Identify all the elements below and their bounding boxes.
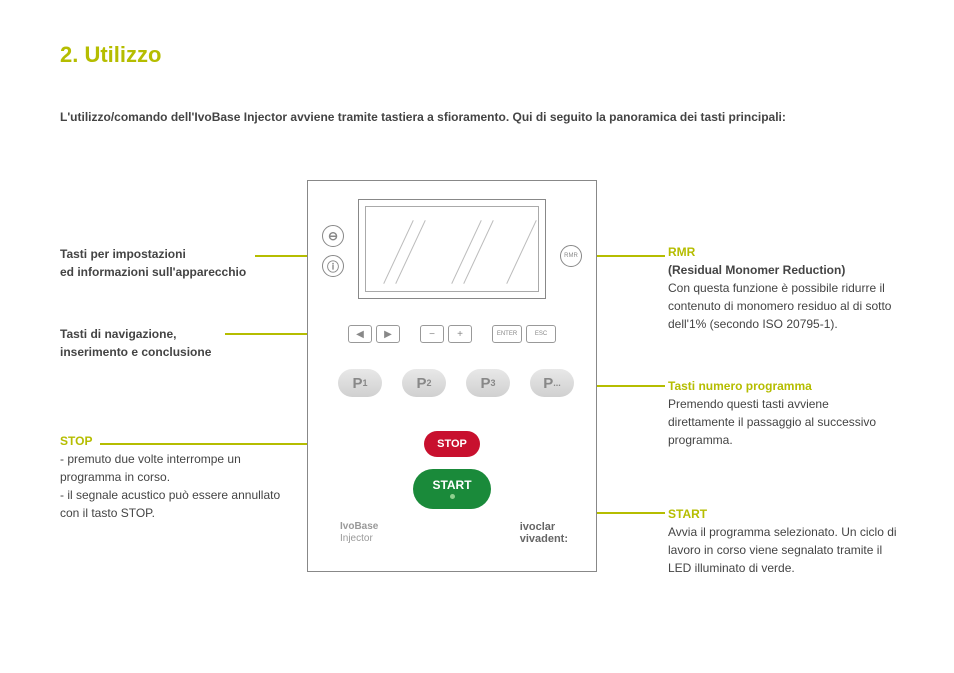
connector-rmr [590, 255, 665, 257]
label-stop-head: STOP [60, 432, 290, 450]
label-prog-head: Tasti numero programma [668, 377, 898, 395]
info-button[interactable]: ⓘ [322, 255, 344, 277]
label-rmr-head: RMR [668, 243, 898, 261]
label-settings: Tasti per impostazioni ed informazioni s… [60, 245, 290, 281]
label-rmr-sub: (Residual Monomer Reduction) [668, 261, 898, 279]
program-1-button[interactable]: P1 [338, 369, 382, 397]
section-title: 2. Utilizzo [60, 42, 161, 68]
start-button[interactable]: START [413, 469, 491, 509]
label-rmr: RMR (Residual Monomer Reduction) Con que… [668, 243, 898, 333]
label-start-head: START [668, 505, 898, 523]
brand-right: ivoclar vivadent: [520, 521, 568, 545]
reflection-line [463, 220, 493, 284]
reflection-line [395, 220, 425, 284]
label-stop-b1: - premuto due volte interrompe un progra… [60, 450, 290, 486]
nav-right-button[interactable]: ▶ [376, 325, 400, 343]
brand-right-1: ivoclar [520, 521, 568, 533]
intro-text: L'utilizzo/comando dell'IvoBase Injector… [60, 110, 786, 124]
brand-left-1: IvoBase [340, 521, 378, 533]
nav-left-button[interactable]: ◀ [348, 325, 372, 343]
program-row: P1 P2 P3 P... [338, 369, 574, 397]
label-prog: Tasti numero programma Premendo questi t… [668, 377, 898, 449]
esc-button[interactable]: ESC [526, 325, 556, 343]
screen-inner [365, 206, 539, 292]
nav-row: ◀ ▶ − + ENTER ESC [348, 325, 556, 343]
label-rmr-body: Con questa funzione è possibile ridurre … [668, 279, 898, 333]
brand-left-2: Injector [340, 533, 378, 545]
settings-button[interactable]: ⊖ [322, 225, 344, 247]
brand-left: IvoBase Injector [340, 521, 378, 545]
label-prog-body: Premendo questi tasti avviene direttamen… [668, 395, 898, 449]
start-led-icon [450, 494, 455, 499]
nav-minus-button[interactable]: − [420, 325, 444, 343]
label-nav: Tasti di navigazione, inserimento e conc… [60, 325, 270, 361]
side-buttons: ⊖ ⓘ [322, 225, 344, 277]
rmr-button[interactable]: RMR [560, 245, 582, 267]
label-stop: STOP - premuto due volte interrompe un p… [60, 432, 290, 522]
brand-right-2: vivadent: [520, 533, 568, 545]
label-settings-l2: ed informazioni sull'apparecchio [60, 263, 290, 281]
start-label: START [432, 479, 471, 492]
stop-button[interactable]: STOP [424, 431, 480, 457]
program-more-button[interactable]: P... [530, 369, 574, 397]
display-screen [358, 199, 546, 299]
label-stop-b2: - il segnale acustico può essere annulla… [60, 486, 290, 522]
label-start-body: Avvia il programma selezionato. Un ciclo… [668, 523, 898, 577]
label-settings-l1: Tasti per impostazioni [60, 245, 290, 263]
device-panel: ⊖ ⓘ RMR ◀ ▶ − + ENTER ESC P1 P2 P3 P... … [307, 180, 597, 572]
nav-plus-button[interactable]: + [448, 325, 472, 343]
program-3-button[interactable]: P3 [466, 369, 510, 397]
label-nav-l2: inserimento e conclusione [60, 343, 270, 361]
reflection-line [506, 220, 536, 284]
enter-button[interactable]: ENTER [492, 325, 522, 343]
label-start: START Avvia il programma selezionato. Un… [668, 505, 898, 577]
program-2-button[interactable]: P2 [402, 369, 446, 397]
